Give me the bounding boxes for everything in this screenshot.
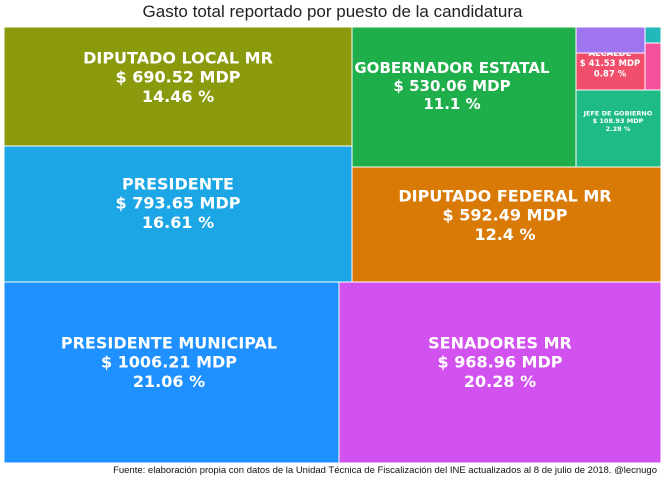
tile-value-label: $ 108.93 MDP bbox=[593, 117, 644, 125]
tile-pct-label: 2.28 % bbox=[606, 125, 631, 133]
tile-name-label: DIPUTADO LOCAL MR bbox=[83, 48, 273, 67]
tile-pct-label: 14.46 % bbox=[142, 87, 214, 106]
tile-rect-diputado-local-mr bbox=[3, 26, 353, 147]
tile-name-label: ALCALDE bbox=[588, 49, 631, 59]
tile-small-unlabeled-8 bbox=[575, 26, 646, 54]
chart-title: Gasto total reportado por puesto de la c… bbox=[142, 2, 523, 21]
tile-pct-label: 0.87 % bbox=[594, 69, 627, 79]
tile-rect-small-unlabeled-8 bbox=[575, 26, 646, 54]
tile-value-label: $ 690.52 MDP bbox=[116, 68, 241, 87]
tile-pct-label: 11.1 % bbox=[423, 95, 480, 113]
tile-name-label: GOBERNADOR ESTATAL bbox=[354, 59, 550, 77]
tile-rect-jefe-de-gobierno bbox=[575, 89, 662, 168]
tile-pct-label: 12.4 % bbox=[474, 225, 535, 244]
tile-pct-label: 20.28 % bbox=[464, 372, 536, 391]
tile-rect-alcalde bbox=[575, 52, 646, 91]
tile-rect-small-unlabeled-10 bbox=[644, 26, 662, 44]
tile-name-label: PRESIDENTE MUNICIPAL bbox=[61, 333, 277, 352]
tile-pct-label: 16.61 % bbox=[142, 213, 214, 232]
tile-value-label: $ 592.49 MDP bbox=[443, 206, 568, 225]
tile-value-label: $ 530.06 MDP bbox=[393, 77, 510, 95]
tile-value-label: $ 41.53 MDP bbox=[580, 59, 640, 69]
tile-small-unlabeled-10 bbox=[644, 26, 662, 44]
tile-pct-label: 21.06 % bbox=[133, 372, 205, 391]
tile-rect-small-unlabeled-9 bbox=[644, 42, 662, 91]
tile-value-label: $ 1006.21 MDP bbox=[101, 353, 237, 372]
tile-name-label: PRESIDENTE bbox=[122, 174, 234, 193]
tile-small-unlabeled-9 bbox=[644, 42, 662, 91]
tile-rect-gobernador-estatal bbox=[351, 26, 577, 168]
tile-name-label: JEFE DE GOBIERNO bbox=[583, 109, 653, 117]
tile-name-label: DIPUTADO FEDERAL MR bbox=[398, 186, 611, 205]
source-footnote: Fuente: elaboración propia con datos de … bbox=[113, 465, 657, 476]
tile-value-label: $ 793.65 MDP bbox=[116, 194, 241, 213]
tile-name-label: SENADORES MR bbox=[428, 333, 572, 352]
tile-rect-senadores-mr bbox=[338, 281, 662, 464]
tile-value-label: $ 968.96 MDP bbox=[438, 353, 563, 372]
